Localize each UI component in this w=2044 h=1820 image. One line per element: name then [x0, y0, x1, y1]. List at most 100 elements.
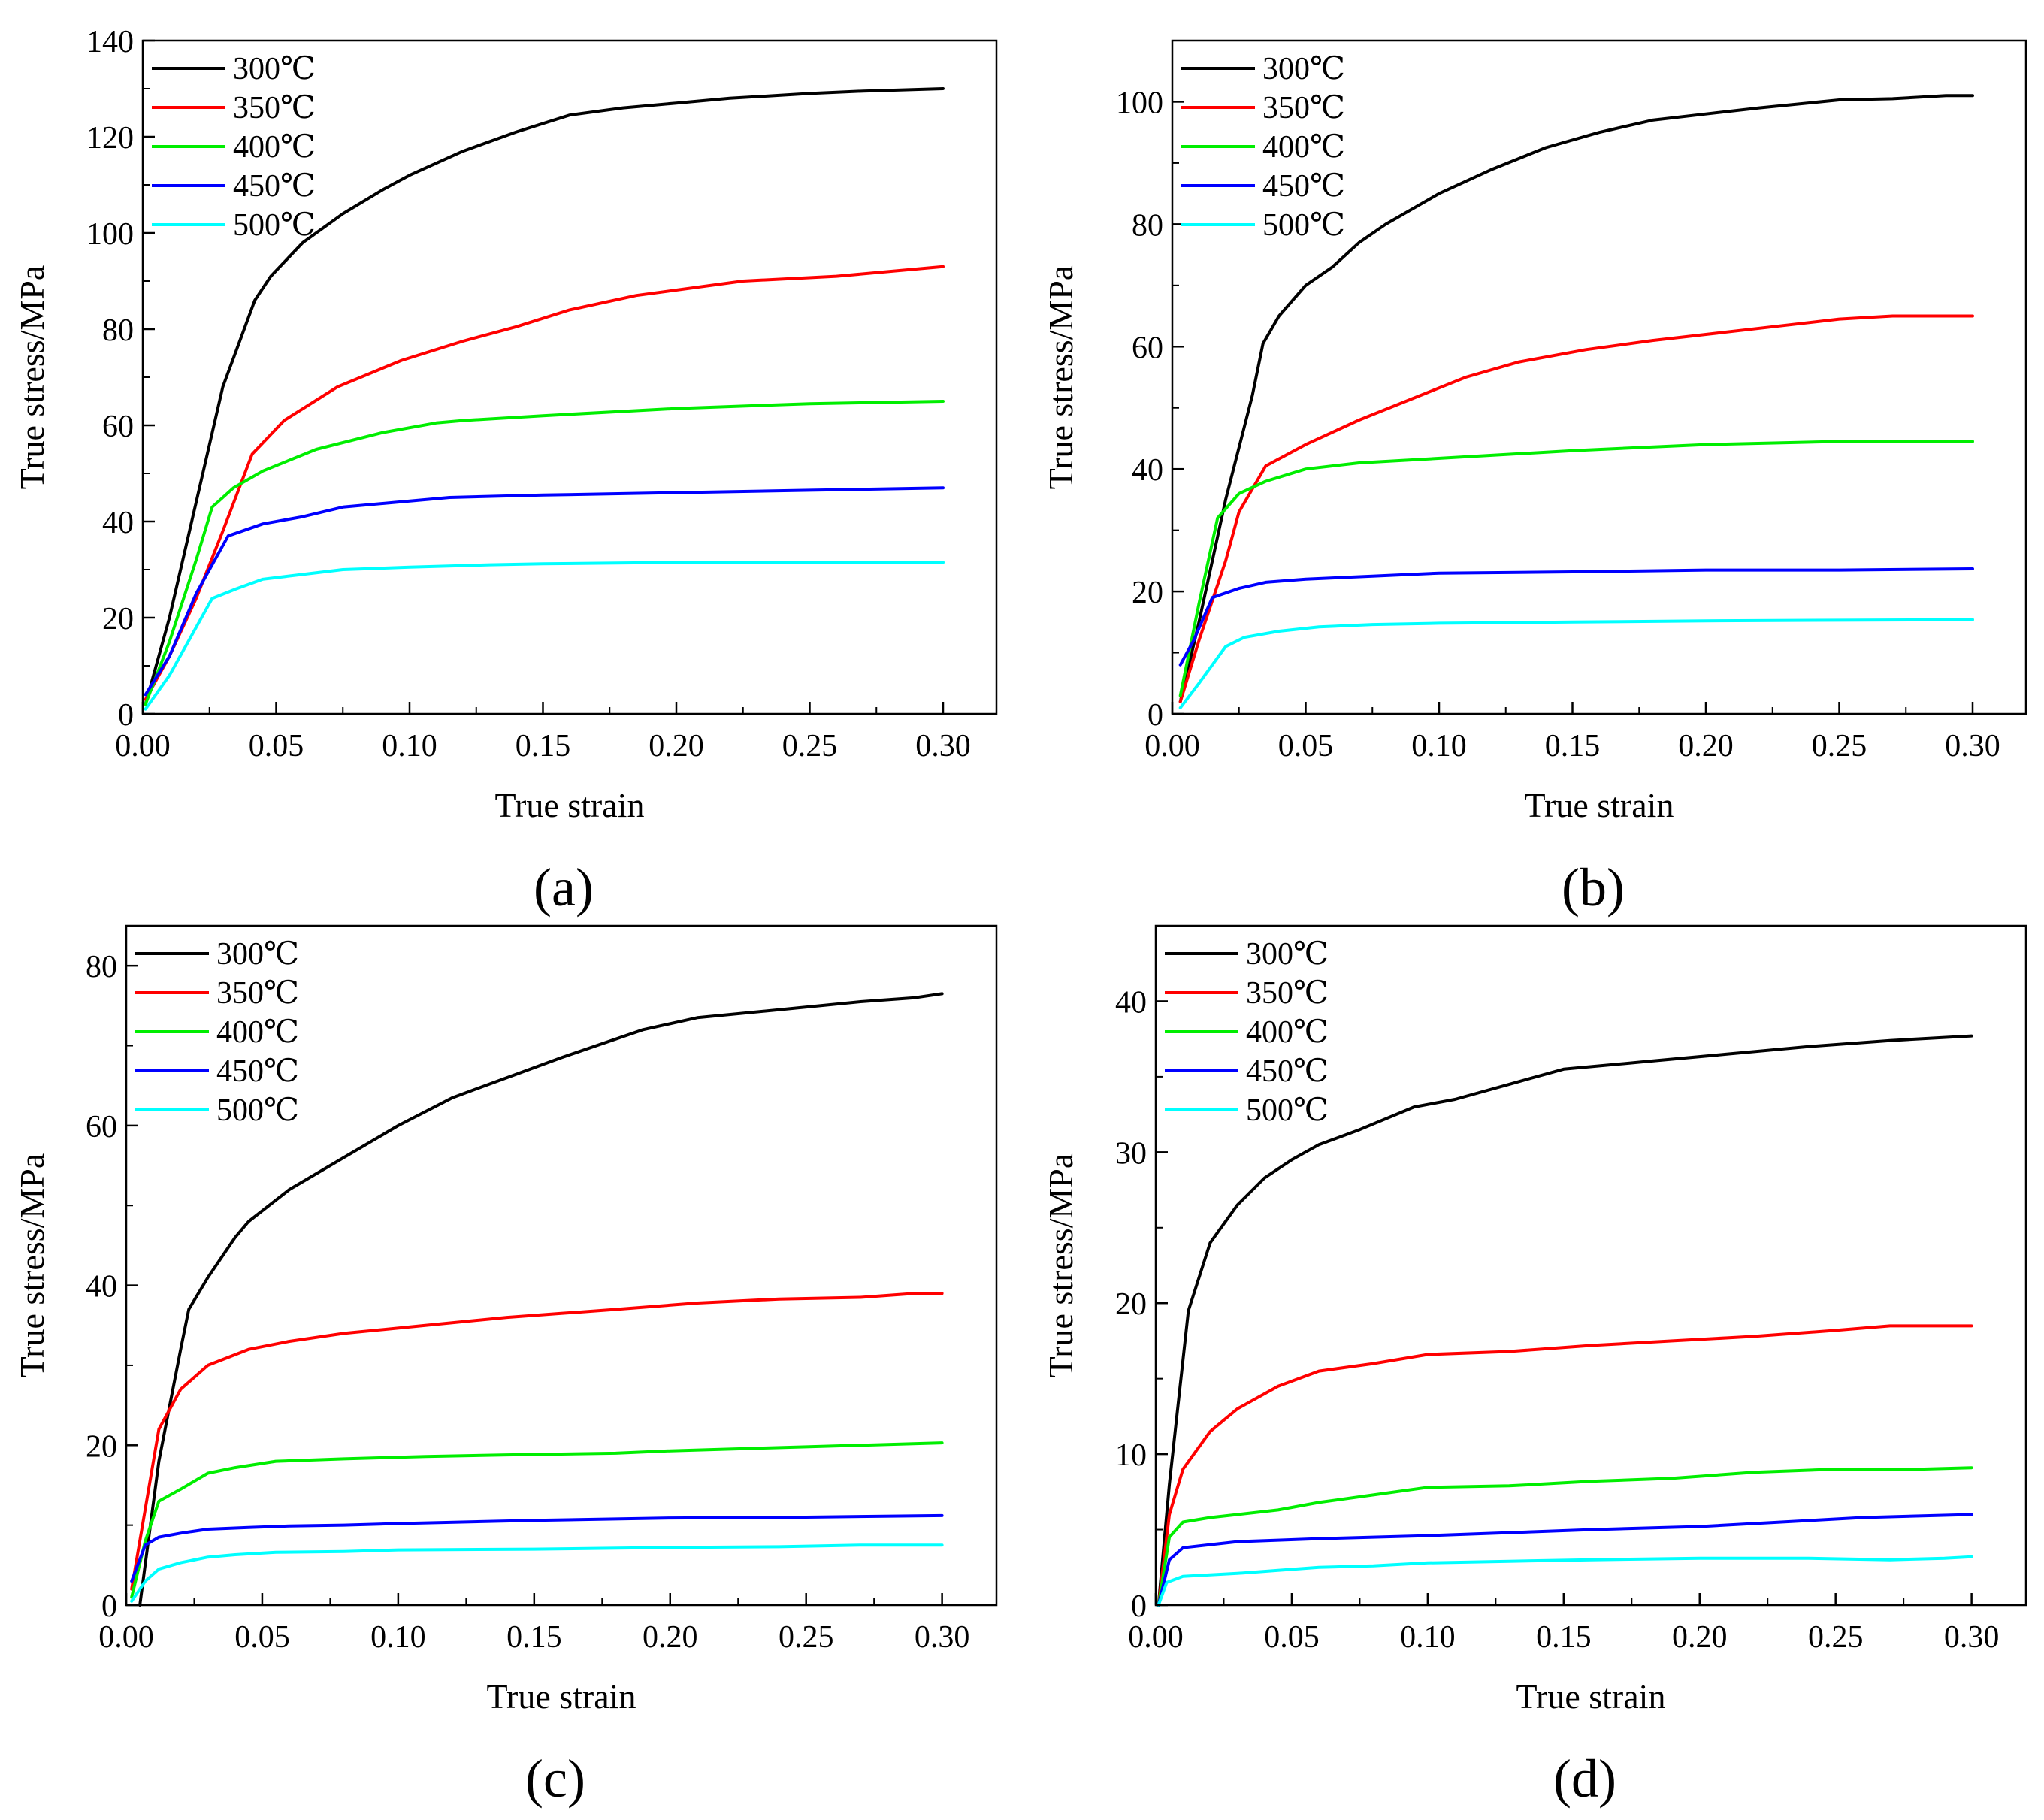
panel-label: (a) [534, 857, 594, 918]
legend-label: 400℃ [216, 1015, 299, 1050]
legend: 300℃ 350℃ 400℃ 450℃ 500℃ [1181, 52, 1345, 243]
y-tick-label: 100 [1116, 86, 1163, 120]
plot-frame [1171, 39, 2027, 715]
series-line-1-3 [1178, 567, 1974, 667]
series-line-3-1 [1157, 1324, 1973, 1607]
series-line-1-4 [1178, 618, 1974, 709]
x-tick-label: 0.00 [98, 1620, 154, 1655]
x-tick-label: 0.30 [1944, 1620, 2000, 1655]
y-tick-label: 30 [1115, 1136, 1147, 1171]
y-tick-label: 60 [1132, 331, 1163, 365]
legend-label: 350℃ [216, 976, 299, 1011]
y-axis-title: True stress/MPa [13, 1153, 51, 1378]
x-tick-label: 0.05 [234, 1620, 290, 1655]
x-tick-label: 0.20 [1672, 1620, 1728, 1655]
y-tick-label: 0 [1131, 1589, 1147, 1624]
legend: 300℃ 350℃ 400℃ 450℃ 500℃ [135, 937, 299, 1128]
y-tick-label: 20 [86, 1429, 117, 1464]
legend: 300℃ 350℃ 400℃ 450℃ 500℃ [1165, 937, 1329, 1128]
legend-label: 300℃ [216, 937, 299, 972]
y-tick-label: 80 [1132, 208, 1163, 243]
y-tick-label: 80 [102, 313, 134, 348]
y-axis-title: True stress/MPa [1042, 265, 1080, 490]
y-tick-label: 40 [1115, 985, 1147, 1020]
x-tick-label: 0.15 [1545, 729, 1601, 763]
series-line-3-3 [1157, 1513, 1973, 1607]
x-axis-title: True strain [1525, 786, 1674, 824]
x-tick-label: 0.30 [915, 729, 971, 763]
y-tick-label: 20 [1115, 1287, 1147, 1322]
series-line-3-2 [1157, 1466, 1973, 1607]
legend-label: 400℃ [233, 130, 316, 165]
legend: 300℃ 350℃ 400℃ 450℃ 500℃ [152, 52, 316, 243]
y-tick-label: 60 [86, 1110, 117, 1144]
x-tick-label: 0.10 [1400, 1620, 1456, 1655]
x-tick-label: 0.30 [915, 1620, 970, 1655]
y-tick-label: 20 [102, 602, 134, 636]
x-tick-label: 0.30 [1945, 729, 2000, 763]
legend-label: 300℃ [1262, 52, 1345, 86]
x-tick-label: 0.05 [1278, 729, 1334, 763]
legend-label: 350℃ [1246, 976, 1329, 1011]
legend-label: 400℃ [1246, 1015, 1329, 1050]
series-line-0-4 [144, 561, 945, 711]
series-line-2-2 [130, 1441, 944, 1599]
legend-label: 300℃ [233, 52, 316, 86]
panel-label: (d) [1553, 1749, 1616, 1809]
y-tick-label: 100 [86, 217, 134, 252]
series-line-0-2 [144, 400, 945, 706]
series-line-3-0 [1157, 1034, 1973, 1607]
chart-panel-0: 0.00 0.05 0.10 0.15 0.20 0.25 0.30 0 20 40 60 80 100… [13, 25, 998, 918]
x-tick-label: 0.00 [1144, 729, 1200, 763]
y-tick-label: 20 [1132, 576, 1163, 610]
x-tick-label: 0.15 [506, 1620, 562, 1655]
series-line-2-0 [138, 992, 944, 1607]
legend-label: 500℃ [216, 1093, 299, 1128]
legend-label: 500℃ [1246, 1093, 1329, 1128]
series-line-2-3 [130, 1513, 944, 1583]
x-tick-label: 0.05 [249, 729, 304, 763]
series-line-0-1 [144, 265, 945, 701]
legend-label: 350℃ [233, 91, 316, 125]
plot-frame [125, 924, 998, 1607]
x-axis-title: True strain [487, 1677, 636, 1716]
series-line-1-1 [1178, 314, 1974, 703]
y-tick-label: 140 [86, 25, 134, 59]
x-tick-label: 0.20 [1678, 729, 1734, 763]
x-tick-label: 0.10 [382, 729, 437, 763]
legend-label: 450℃ [216, 1054, 299, 1089]
y-tick-label: 0 [118, 698, 134, 733]
y-tick-label: 0 [1147, 698, 1163, 733]
y-tick-label: 40 [1132, 453, 1163, 488]
x-tick-label: 0.25 [782, 729, 838, 763]
x-tick-label: 0.00 [1128, 1620, 1184, 1655]
x-tick-label: 0.10 [1411, 729, 1467, 763]
x-tick-label: 0.20 [643, 1620, 698, 1655]
legend-label: 400℃ [1262, 130, 1345, 165]
y-tick-label: 60 [102, 410, 134, 444]
y-tick-label: 40 [86, 1270, 117, 1305]
x-tick-label: 0.15 [516, 729, 571, 763]
panel-label: (c) [525, 1749, 585, 1809]
plot-frame [1154, 924, 2027, 1607]
x-tick-label: 0.25 [779, 1620, 834, 1655]
y-tick-label: 40 [102, 506, 134, 540]
y-axis-title: True stress/MPa [13, 265, 51, 490]
chart-panel-3: 0.00 0.05 0.10 0.15 0.20 0.25 0.30 0 10 20 30 40 Tru… [1042, 924, 2027, 1809]
legend-label: 350℃ [1262, 91, 1345, 125]
legend-label: 300℃ [1246, 937, 1329, 972]
series-line-1-2 [1178, 440, 1974, 697]
series-line-2-4 [130, 1543, 944, 1603]
x-tick-label: 0.10 [370, 1620, 426, 1655]
series-line-0-3 [144, 486, 945, 697]
legend-label: 500℃ [1262, 208, 1345, 243]
series-line-1-0 [1178, 94, 1974, 703]
legend-label: 450℃ [233, 169, 316, 204]
y-axis-title: True stress/MPa [1042, 1153, 1080, 1378]
x-tick-label: 0.00 [115, 729, 171, 763]
panel-label: (b) [1562, 857, 1625, 918]
series-line-2-1 [130, 1292, 944, 1591]
legend-label: 450℃ [1262, 169, 1345, 204]
x-axis-title: True strain [1516, 1677, 1666, 1716]
